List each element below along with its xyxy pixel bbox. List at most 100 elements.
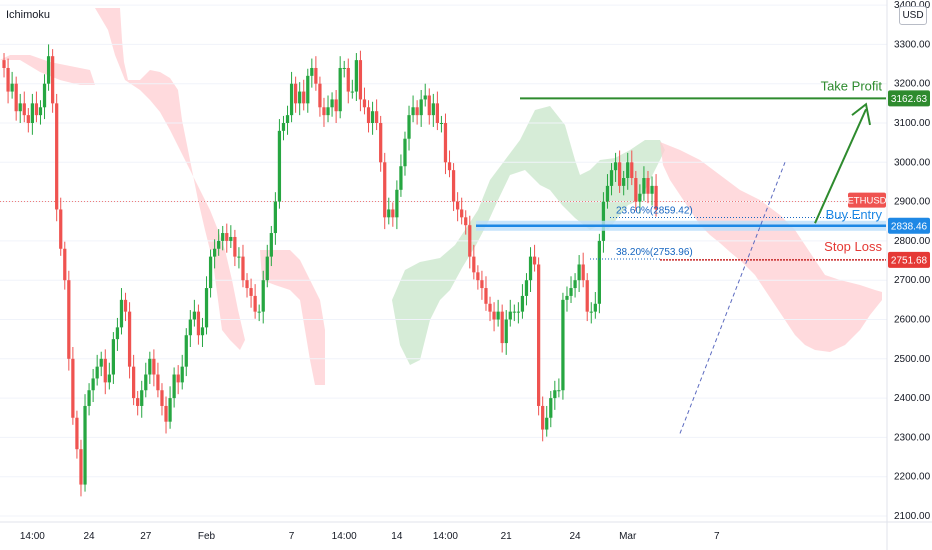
price-tick-label: 2800.00	[894, 236, 931, 247]
candle-body	[115, 327, 120, 340]
candle-body	[119, 299, 124, 328]
time-tick-label: 7	[714, 531, 720, 542]
candle-body	[144, 374, 148, 391]
candle-body	[184, 335, 188, 367]
price-tick-label: 2100.00	[894, 511, 931, 522]
candle-body	[330, 99, 334, 108]
candle-body	[362, 99, 367, 108]
symbol-tag-bg	[848, 192, 886, 208]
candle-body	[148, 358, 152, 375]
candle-body	[407, 115, 411, 139]
price-tick-label: 3200.00	[894, 79, 931, 90]
candle-body	[650, 185, 654, 194]
candle-body	[589, 311, 593, 313]
candle-body	[573, 280, 577, 289]
candle-body	[208, 256, 213, 289]
candle-body	[472, 256, 476, 273]
take-profit-price-tag-bg	[888, 90, 930, 107]
candle-body	[508, 311, 512, 320]
candle-body	[127, 311, 132, 367]
candle-body	[387, 209, 391, 218]
candle-body	[557, 390, 561, 392]
candle-body	[87, 390, 91, 406]
candle-body	[314, 67, 318, 84]
candle-body	[366, 107, 371, 123]
candle-body	[217, 240, 221, 249]
candle-body	[237, 256, 241, 258]
candle-body	[654, 185, 658, 210]
fib-236-label: 23.60%(2859.42)	[616, 206, 693, 217]
candle-body	[213, 248, 217, 257]
candle-body	[249, 288, 253, 296]
candle-body	[395, 189, 399, 218]
price-tick-label: 3000.00	[894, 157, 931, 168]
candle-body	[476, 272, 480, 281]
candle-body	[439, 123, 444, 124]
candle-body	[488, 303, 492, 312]
candle-body	[79, 449, 83, 485]
candle-body	[123, 299, 128, 312]
candle-body	[634, 178, 638, 202]
price-tick-label: 2700.00	[894, 275, 931, 286]
candle-body	[597, 240, 601, 304]
candle-body	[285, 115, 290, 123]
candle-body	[581, 264, 585, 281]
time-tick-label: 14:00	[332, 531, 357, 542]
candle-body	[91, 378, 95, 391]
cloud-area	[95, 8, 245, 350]
candle-body	[379, 123, 383, 163]
candle-body	[468, 225, 472, 257]
candle-body	[298, 91, 302, 104]
candle-body	[2, 60, 6, 68]
candle-body	[30, 103, 34, 123]
candle-body	[192, 311, 196, 320]
candle-body	[419, 99, 423, 116]
candle-body	[638, 193, 642, 202]
candle-body	[549, 398, 553, 418]
candle-body	[358, 60, 363, 100]
candle-body	[168, 398, 172, 422]
candle-body	[107, 374, 111, 383]
candle-body	[51, 56, 55, 104]
candle-body	[431, 103, 435, 116]
candle-body	[46, 56, 51, 84]
candle-body	[423, 95, 427, 100]
candle-body	[111, 339, 115, 375]
time-tick-label: Mar	[619, 531, 637, 542]
indicator-label[interactable]: Ichimoku	[6, 9, 51, 21]
candle-body	[512, 311, 516, 313]
candle-body	[370, 111, 375, 123]
candle-body	[71, 358, 75, 418]
candle-body	[415, 107, 419, 116]
candle-body	[59, 209, 63, 249]
candle-body	[233, 236, 237, 257]
candle-body	[585, 280, 589, 312]
candle-body	[34, 103, 39, 116]
candle-body	[626, 162, 630, 179]
candle-body	[83, 405, 87, 485]
candle-body	[334, 99, 338, 112]
candle-body	[520, 295, 525, 312]
candle-body	[229, 236, 233, 241]
drawing-tools: Take Profit Buy Entry Stop Loss 23.60%(2859…	[476, 78, 887, 434]
currency-button[interactable]: USD	[899, 6, 927, 25]
candle-body	[399, 166, 403, 190]
candle-body	[622, 178, 626, 186]
take-profit-price-tag: 3162.63	[891, 94, 928, 105]
candle-body	[443, 123, 448, 163]
candle-body	[132, 366, 136, 399]
candle-body	[642, 178, 646, 194]
candle-body	[605, 185, 610, 202]
candle-body	[99, 358, 103, 367]
candle-body	[75, 417, 79, 450]
buy-entry-label: Buy Entry	[826, 207, 883, 222]
candle-body	[318, 83, 322, 108]
candle-body	[427, 95, 431, 116]
candle-body	[322, 107, 326, 116]
candle-body	[18, 103, 22, 112]
price-tick-label: 3400.00	[894, 0, 931, 11]
candle-body	[451, 170, 456, 202]
candle-body	[14, 83, 18, 112]
